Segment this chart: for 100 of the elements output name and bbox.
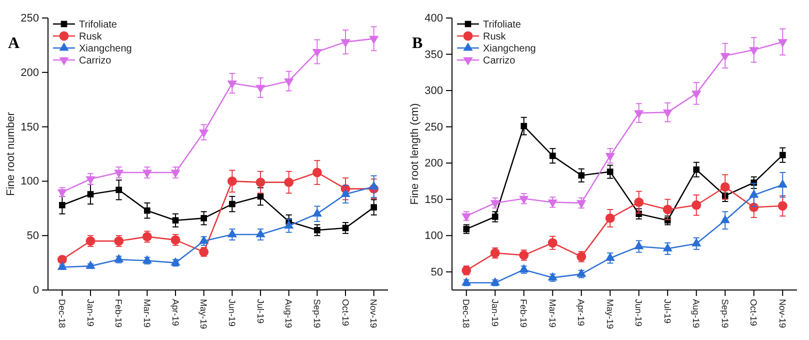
x-tick-label: Feb-19	[114, 299, 124, 328]
point	[114, 254, 124, 262]
text: A	[8, 35, 20, 52]
y-tick-label: 150	[20, 121, 39, 134]
x-tick-label: Dec-18	[57, 299, 68, 328]
point	[86, 260, 96, 269]
x-tick-label: May-19	[198, 299, 209, 330]
x-tick-label: Jan-19	[85, 299, 96, 327]
point	[692, 200, 702, 210]
point	[693, 166, 700, 173]
x-tick-label: Apr-19	[576, 299, 586, 326]
point	[692, 90, 702, 99]
x-tick-label: Jun-19	[227, 299, 238, 327]
point	[170, 257, 180, 266]
point	[370, 204, 377, 210]
point	[779, 152, 786, 158]
point	[578, 172, 585, 179]
point	[548, 199, 558, 208]
point	[284, 220, 294, 229]
point	[284, 78, 294, 87]
point	[256, 84, 266, 94]
point	[778, 39, 788, 48]
y-tick-label: 50	[430, 266, 443, 278]
legend-label: Rusk	[79, 32, 103, 42]
x-tick-label: Mar-19	[547, 299, 558, 328]
point	[662, 110, 672, 118]
point	[462, 277, 472, 286]
x-tick-label: Jun-19	[634, 299, 644, 327]
point	[340, 39, 350, 48]
point	[662, 204, 672, 214]
point	[312, 168, 322, 178]
y-axis-title: Fine root length (cm)	[409, 103, 421, 205]
point	[256, 228, 266, 238]
point	[662, 243, 672, 252]
point	[142, 170, 152, 178]
x-tick-label: Mar-19	[142, 299, 152, 328]
point	[606, 168, 614, 175]
x-tick-label: Dec-18	[461, 299, 472, 328]
x-tick-label: Oct-19	[748, 299, 759, 326]
point	[227, 176, 237, 186]
legend-label: Xiangcheng	[79, 44, 132, 54]
point	[314, 227, 320, 234]
point	[549, 152, 556, 159]
point	[720, 52, 730, 62]
x-tick-label: Aug-19	[691, 299, 702, 328]
point	[57, 262, 67, 270]
y-tick-label: 250	[20, 12, 39, 25]
point	[519, 196, 529, 204]
y-tick-label: 150	[424, 194, 443, 206]
point	[605, 252, 615, 261]
point	[59, 202, 66, 208]
point	[227, 228, 237, 238]
point	[114, 170, 124, 178]
x-tick-label: May-19	[604, 299, 615, 330]
legend-label: Xiangcheng	[483, 44, 536, 54]
x-tick-label: Apr-19	[170, 299, 180, 326]
point	[312, 208, 322, 217]
y-tick-label: 0	[32, 284, 39, 297]
x-tick-label: Jul-19	[255, 299, 266, 324]
y-tick-label: 200	[20, 66, 39, 79]
point	[490, 277, 500, 286]
point	[605, 153, 615, 162]
point	[340, 188, 350, 198]
point	[172, 217, 179, 224]
legend-label: Rusk	[483, 32, 507, 42]
y-tick-label: 200	[424, 158, 443, 170]
y-tick-label: 100	[424, 230, 443, 242]
x-tick-label: Jan-19	[490, 299, 500, 327]
point	[634, 198, 644, 207]
y-tick-label: 250	[424, 121, 443, 134]
point	[144, 207, 150, 214]
x-tick-label: Oct-19	[340, 299, 350, 326]
y-tick-label: 350	[424, 48, 443, 61]
point	[720, 214, 730, 224]
x-tick-label: Nov-19	[368, 299, 379, 328]
point	[634, 110, 644, 119]
x-tick-label: Nov-19	[777, 299, 788, 328]
point	[548, 238, 558, 248]
point	[200, 215, 207, 222]
legend-label: Carrizo	[483, 56, 516, 66]
point	[520, 122, 528, 130]
point	[170, 170, 180, 178]
x-tick-label: Aug-19	[284, 299, 294, 328]
point	[199, 235, 209, 244]
point	[342, 224, 349, 232]
y-tick-label: 300	[424, 85, 443, 98]
y-tick-label: 50	[26, 230, 39, 242]
point	[369, 36, 379, 44]
point	[692, 238, 702, 246]
point	[749, 47, 759, 56]
point	[605, 213, 615, 223]
point	[312, 48, 322, 58]
legend-label: Carrizo	[79, 56, 112, 66]
y-axis-title: Fine root number	[5, 112, 17, 196]
legend-label: Trifoliate	[483, 20, 522, 30]
x-tick-label: Feb-19	[518, 299, 529, 328]
point	[634, 240, 644, 250]
text: B	[412, 35, 423, 52]
y-tick-label: 400	[424, 12, 443, 25]
x-tick-label: Sep-19	[720, 299, 730, 328]
